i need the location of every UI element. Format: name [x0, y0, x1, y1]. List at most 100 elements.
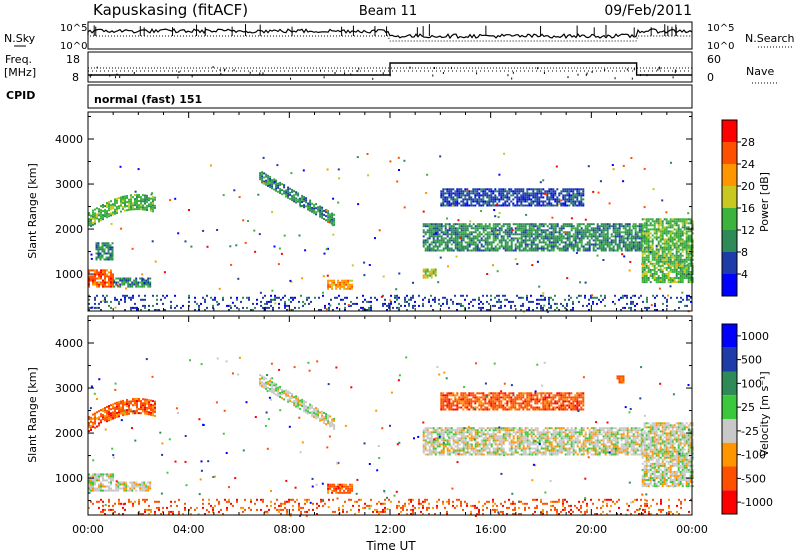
power-cell — [641, 270, 644, 273]
power-cell — [158, 309, 160, 311]
power-cell — [484, 225, 487, 228]
power-cell — [568, 194, 571, 197]
power-cell — [550, 235, 553, 238]
power-cell — [596, 231, 599, 234]
power-cell — [592, 227, 595, 230]
power-cell — [446, 231, 449, 234]
power-cell — [677, 234, 680, 237]
velocity-cell — [488, 443, 491, 446]
power-cell — [681, 254, 684, 257]
power-cell — [265, 179, 268, 182]
power-cell — [256, 302, 258, 305]
power-cell — [643, 275, 646, 277]
velocity-cell — [125, 489, 128, 492]
velocity-cell — [436, 433, 439, 436]
nave-dot — [536, 67, 538, 70]
power-cell — [240, 300, 242, 303]
velocity-cell — [454, 441, 457, 444]
velocity-cell — [108, 417, 110, 420]
velocity-cell — [450, 451, 453, 454]
power-cell — [498, 233, 501, 236]
power-cell — [685, 218, 688, 221]
power-cell — [657, 230, 660, 233]
power-cell — [285, 189, 288, 192]
power-cell — [679, 218, 682, 221]
power-cell — [691, 222, 694, 225]
power-cell — [444, 237, 447, 240]
power-cell — [104, 277, 106, 280]
power-cell — [124, 300, 126, 303]
power-cell — [679, 277, 682, 279]
power-cell — [582, 233, 585, 236]
power-cell — [673, 246, 676, 249]
power-cell — [558, 249, 561, 252]
power-cell — [90, 306, 92, 309]
power-cell — [269, 186, 272, 189]
power-cell — [102, 204, 104, 207]
velocity-cell — [428, 445, 431, 448]
power-cell — [432, 237, 435, 240]
power-cell — [512, 202, 515, 205]
power-cell — [107, 248, 110, 251]
power-scatter-point — [426, 173, 429, 176]
velocity-cell — [468, 439, 471, 442]
power-cell — [572, 237, 575, 240]
power-cell — [641, 228, 644, 231]
power-cell — [572, 188, 575, 191]
power-cell — [284, 300, 286, 303]
velocity-cell — [305, 411, 308, 414]
power-cell — [558, 194, 561, 197]
power-cell — [683, 226, 686, 229]
velocity-cell — [131, 483, 134, 486]
power-cell — [645, 236, 648, 239]
power-cell — [528, 188, 531, 191]
power-cell — [152, 208, 154, 211]
velocity-cell — [349, 483, 352, 486]
power-cell — [476, 227, 479, 230]
power-cell — [456, 196, 459, 199]
velocity-cell — [269, 380, 272, 382]
power-cell — [480, 233, 483, 236]
power-cell — [548, 243, 551, 246]
power-cell — [462, 225, 465, 228]
power-cell — [679, 228, 682, 231]
power-cell — [578, 202, 581, 205]
power-cell — [127, 283, 130, 286]
power-cell — [279, 188, 282, 190]
power-scatter-point — [591, 294, 594, 297]
power-cell — [570, 202, 573, 205]
power-cell — [110, 277, 112, 280]
power-cell — [683, 277, 686, 279]
power-cell — [564, 188, 567, 191]
velocity-cell — [476, 451, 479, 454]
power-cell — [422, 274, 425, 277]
power-cell — [662, 294, 664, 297]
velocity-cell — [303, 400, 306, 403]
power-cell — [446, 196, 449, 199]
velocity-cell — [462, 449, 465, 452]
power-cell — [570, 247, 573, 250]
power-cell — [687, 236, 690, 239]
velocity-cell — [452, 435, 455, 438]
power-cell — [598, 233, 601, 236]
velocity-cell — [283, 398, 286, 401]
power-cell — [628, 227, 631, 230]
velocity-cell — [317, 408, 320, 411]
power-cell — [516, 190, 519, 193]
power-cell — [514, 304, 516, 307]
power-scatter-point — [368, 264, 371, 266]
power-cell — [610, 225, 613, 228]
power-cell — [98, 210, 100, 213]
power-cell — [460, 304, 462, 307]
power-cell — [538, 298, 540, 301]
power-cell — [540, 304, 542, 307]
power-cell — [568, 200, 571, 203]
velocity-cell — [440, 431, 443, 434]
power-cell — [478, 202, 481, 205]
power-cell — [452, 223, 455, 226]
power-cell — [566, 239, 569, 242]
power-scatter-point — [313, 209, 316, 212]
power-cell — [588, 235, 591, 238]
power-cell — [618, 237, 621, 240]
power-cell — [270, 298, 272, 301]
